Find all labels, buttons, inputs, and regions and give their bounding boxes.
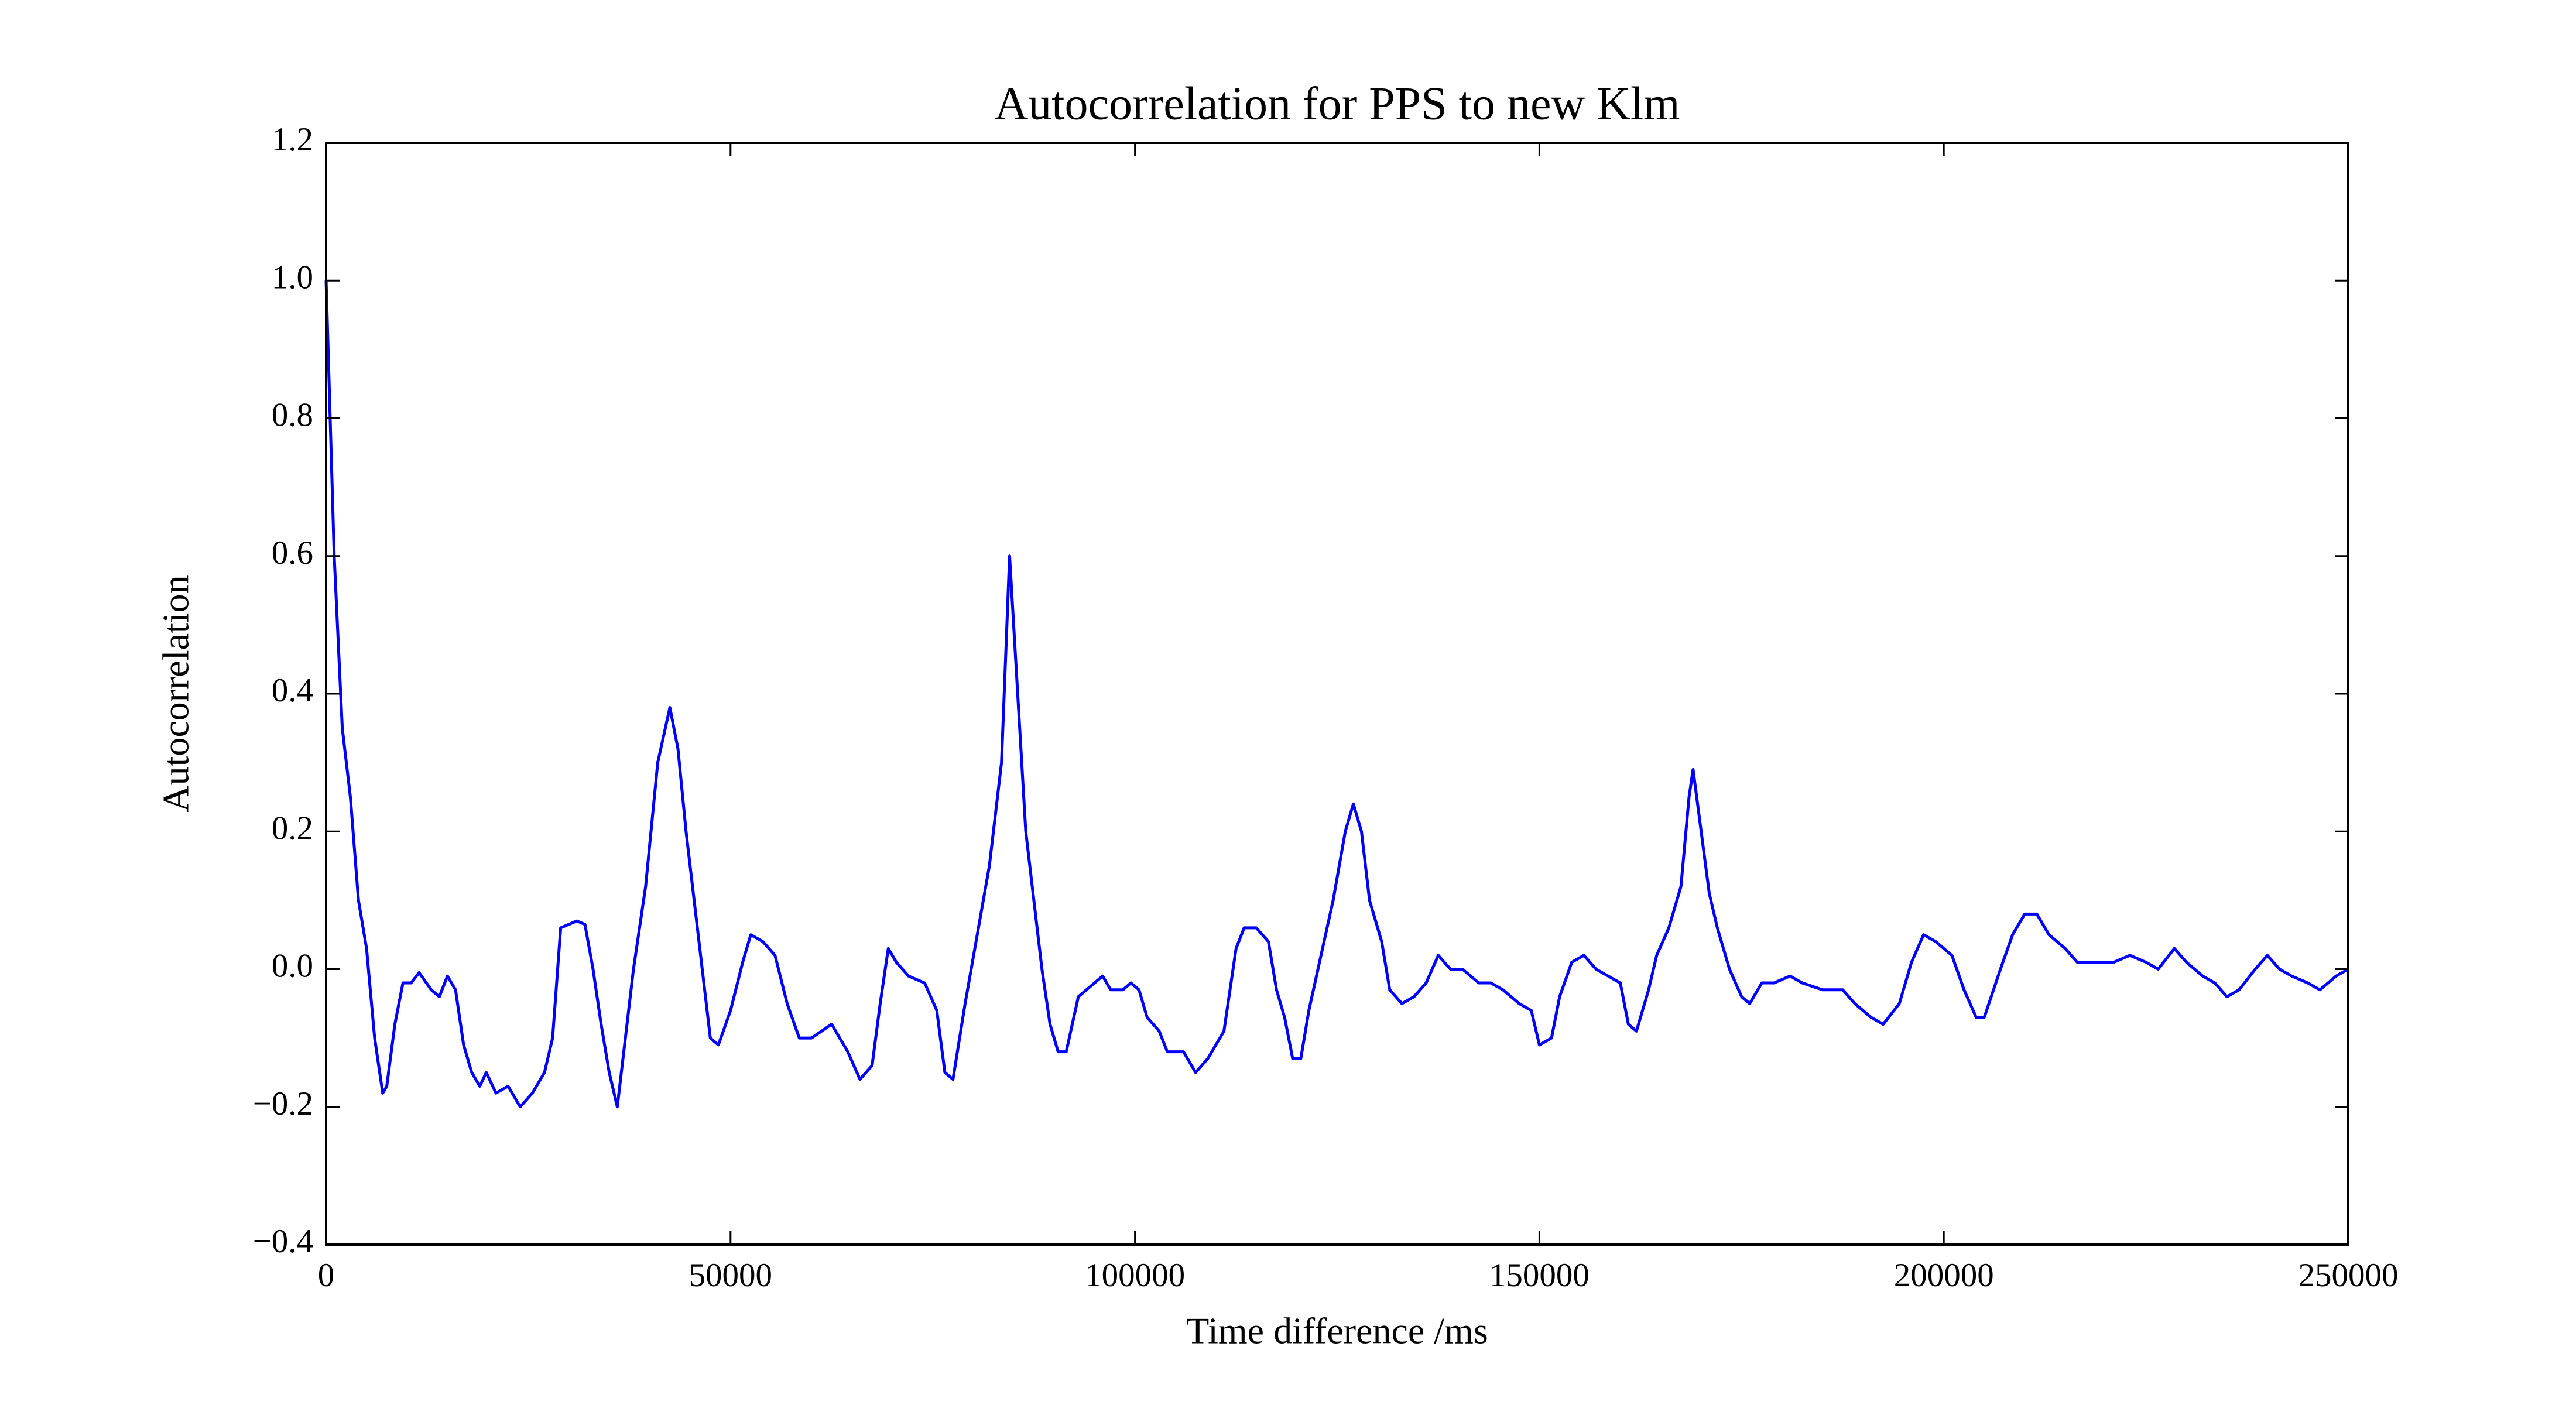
y-tick-label: 1.2 [272, 121, 313, 158]
y-tick-label: 0.2 [272, 810, 313, 847]
x-tick-label: 250000 [2298, 1257, 2399, 1294]
y-tick-label: 0.8 [272, 397, 313, 434]
y-tick-label: 0.0 [272, 948, 313, 985]
x-tick-label: 150000 [1489, 1257, 1590, 1294]
x-tick-label: 50000 [689, 1257, 773, 1294]
data-line [324, 280, 2349, 1109]
y-tick-label: −0.4 [253, 1223, 313, 1260]
x-axis-label: Time difference /ms [1186, 1310, 1488, 1352]
y-tick-label: 1.0 [272, 259, 313, 296]
plot-frame [325, 142, 2349, 1246]
chart-title: Autocorrelation for PPS to new Klm [995, 78, 1680, 129]
y-tick-label: −0.2 [253, 1085, 313, 1122]
x-tick-label: 200000 [1894, 1257, 1994, 1294]
y-tick-label: 0.6 [272, 534, 313, 571]
x-tick-label: 100000 [1085, 1257, 1185, 1294]
y-axis-label: Autocorrelation [155, 575, 197, 812]
y-tick-label: 0.4 [272, 672, 313, 709]
x-tick-label: 0 [318, 1257, 335, 1294]
